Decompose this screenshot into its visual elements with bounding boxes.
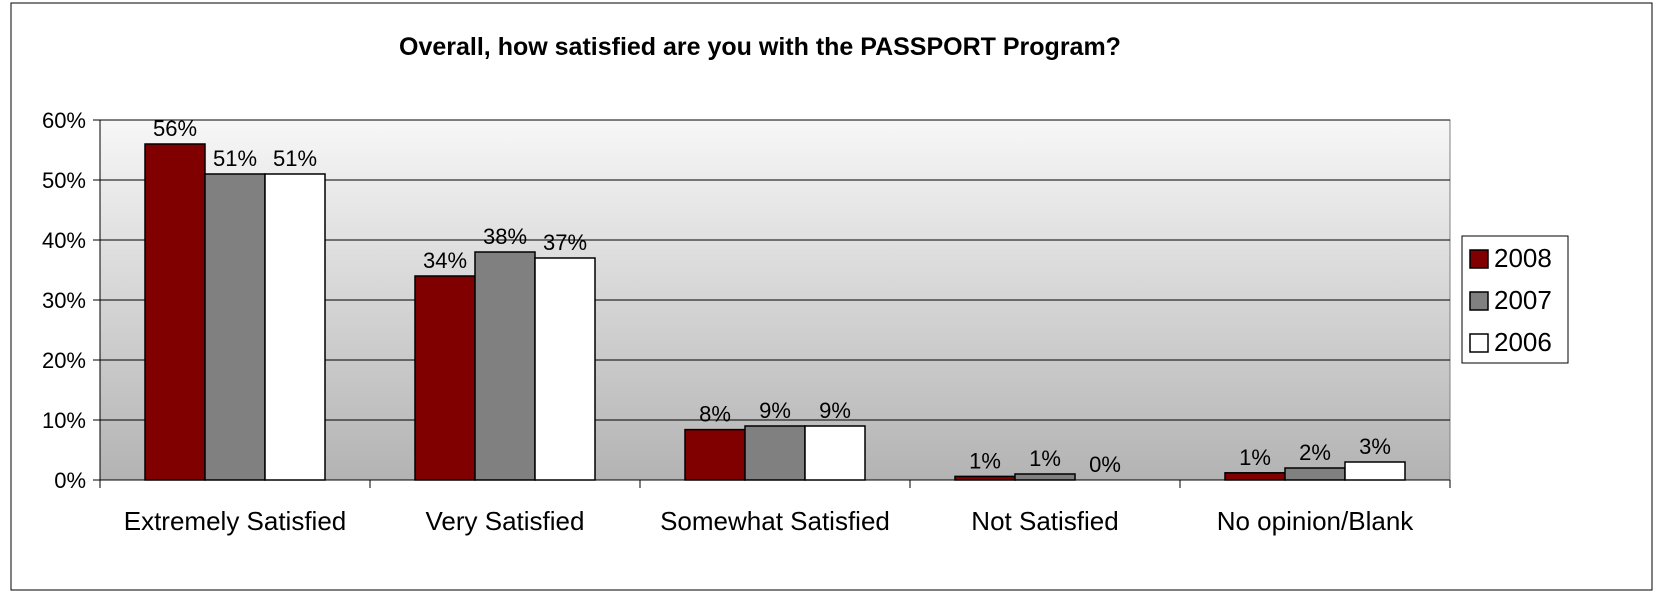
y-tick-label: 40% bbox=[42, 228, 86, 253]
bar-2008-4 bbox=[1224, 472, 1286, 481]
bar-2008-0 bbox=[144, 143, 206, 481]
data-label: 0% bbox=[1089, 452, 1121, 477]
bar-series-group bbox=[144, 143, 1406, 481]
data-label: 3% bbox=[1359, 434, 1391, 459]
data-label: 1% bbox=[1239, 445, 1271, 470]
data-label: 51% bbox=[273, 146, 317, 171]
data-label: 1% bbox=[969, 448, 1001, 473]
bar-2007-0 bbox=[204, 173, 266, 481]
y-axis: 0% 10% 20% 30% 40% 50% 60% bbox=[42, 108, 101, 493]
data-label: 9% bbox=[759, 398, 791, 423]
legend-swatch-2006 bbox=[1469, 333, 1489, 353]
legend: 2008 2007 2006 bbox=[1461, 235, 1569, 364]
x-tick-label: Extremely Satisfied bbox=[124, 506, 347, 536]
bar-2007-2 bbox=[744, 425, 806, 481]
bar-2007-3 bbox=[1014, 473, 1076, 481]
x-tick-label: Not Satisfied bbox=[971, 506, 1118, 536]
bar-2007-4 bbox=[1284, 467, 1346, 481]
legend-swatch-2008 bbox=[1469, 249, 1489, 269]
data-label: 38% bbox=[483, 224, 527, 249]
y-tick-label: 30% bbox=[42, 288, 86, 313]
data-label: 2% bbox=[1299, 440, 1331, 465]
bar-2006-0 bbox=[264, 173, 326, 481]
bar-2006-1 bbox=[534, 257, 596, 481]
bar-2008-2 bbox=[684, 428, 746, 481]
data-label: 37% bbox=[543, 230, 587, 255]
legend-label-2008: 2008 bbox=[1494, 243, 1552, 273]
legend-swatch-2007 bbox=[1469, 291, 1489, 311]
bar-2006-4 bbox=[1344, 461, 1406, 481]
data-label: 34% bbox=[423, 248, 467, 273]
data-labels: 56% 51% 51% 34% 38% 37% 8% 9% 9% 1% 1% 0% 1% 2% 3% bbox=[153, 116, 1391, 477]
chart-title: Overall, how satisfied are you with the … bbox=[399, 33, 1121, 61]
bar-2008-1 bbox=[414, 275, 476, 481]
data-label: 8% bbox=[699, 402, 731, 427]
x-tick-label: Somewhat Satisfied bbox=[660, 506, 890, 536]
data-label: 1% bbox=[1029, 446, 1061, 471]
y-tick-label: 20% bbox=[42, 348, 86, 373]
x-axis: Extremely Satisfied Very Satisfied Somewha… bbox=[99, 479, 1451, 536]
bar-2007-1 bbox=[474, 251, 536, 481]
data-label: 51% bbox=[213, 146, 257, 171]
bar-2008-3 bbox=[954, 475, 1016, 481]
y-tick-label: 0% bbox=[54, 468, 86, 493]
legend-label-2007: 2007 bbox=[1494, 285, 1552, 315]
data-label: 9% bbox=[819, 398, 851, 423]
bar-2006-2 bbox=[804, 425, 866, 481]
x-tick-label: Very Satisfied bbox=[426, 506, 585, 536]
legend-label-2006: 2006 bbox=[1494, 327, 1552, 357]
data-label: 56% bbox=[153, 116, 197, 141]
x-tick-label: No opinion/Blank bbox=[1217, 506, 1415, 536]
y-tick-label: 60% bbox=[42, 108, 86, 133]
y-tick-label: 50% bbox=[42, 168, 86, 193]
y-tick-label: 10% bbox=[42, 408, 86, 433]
